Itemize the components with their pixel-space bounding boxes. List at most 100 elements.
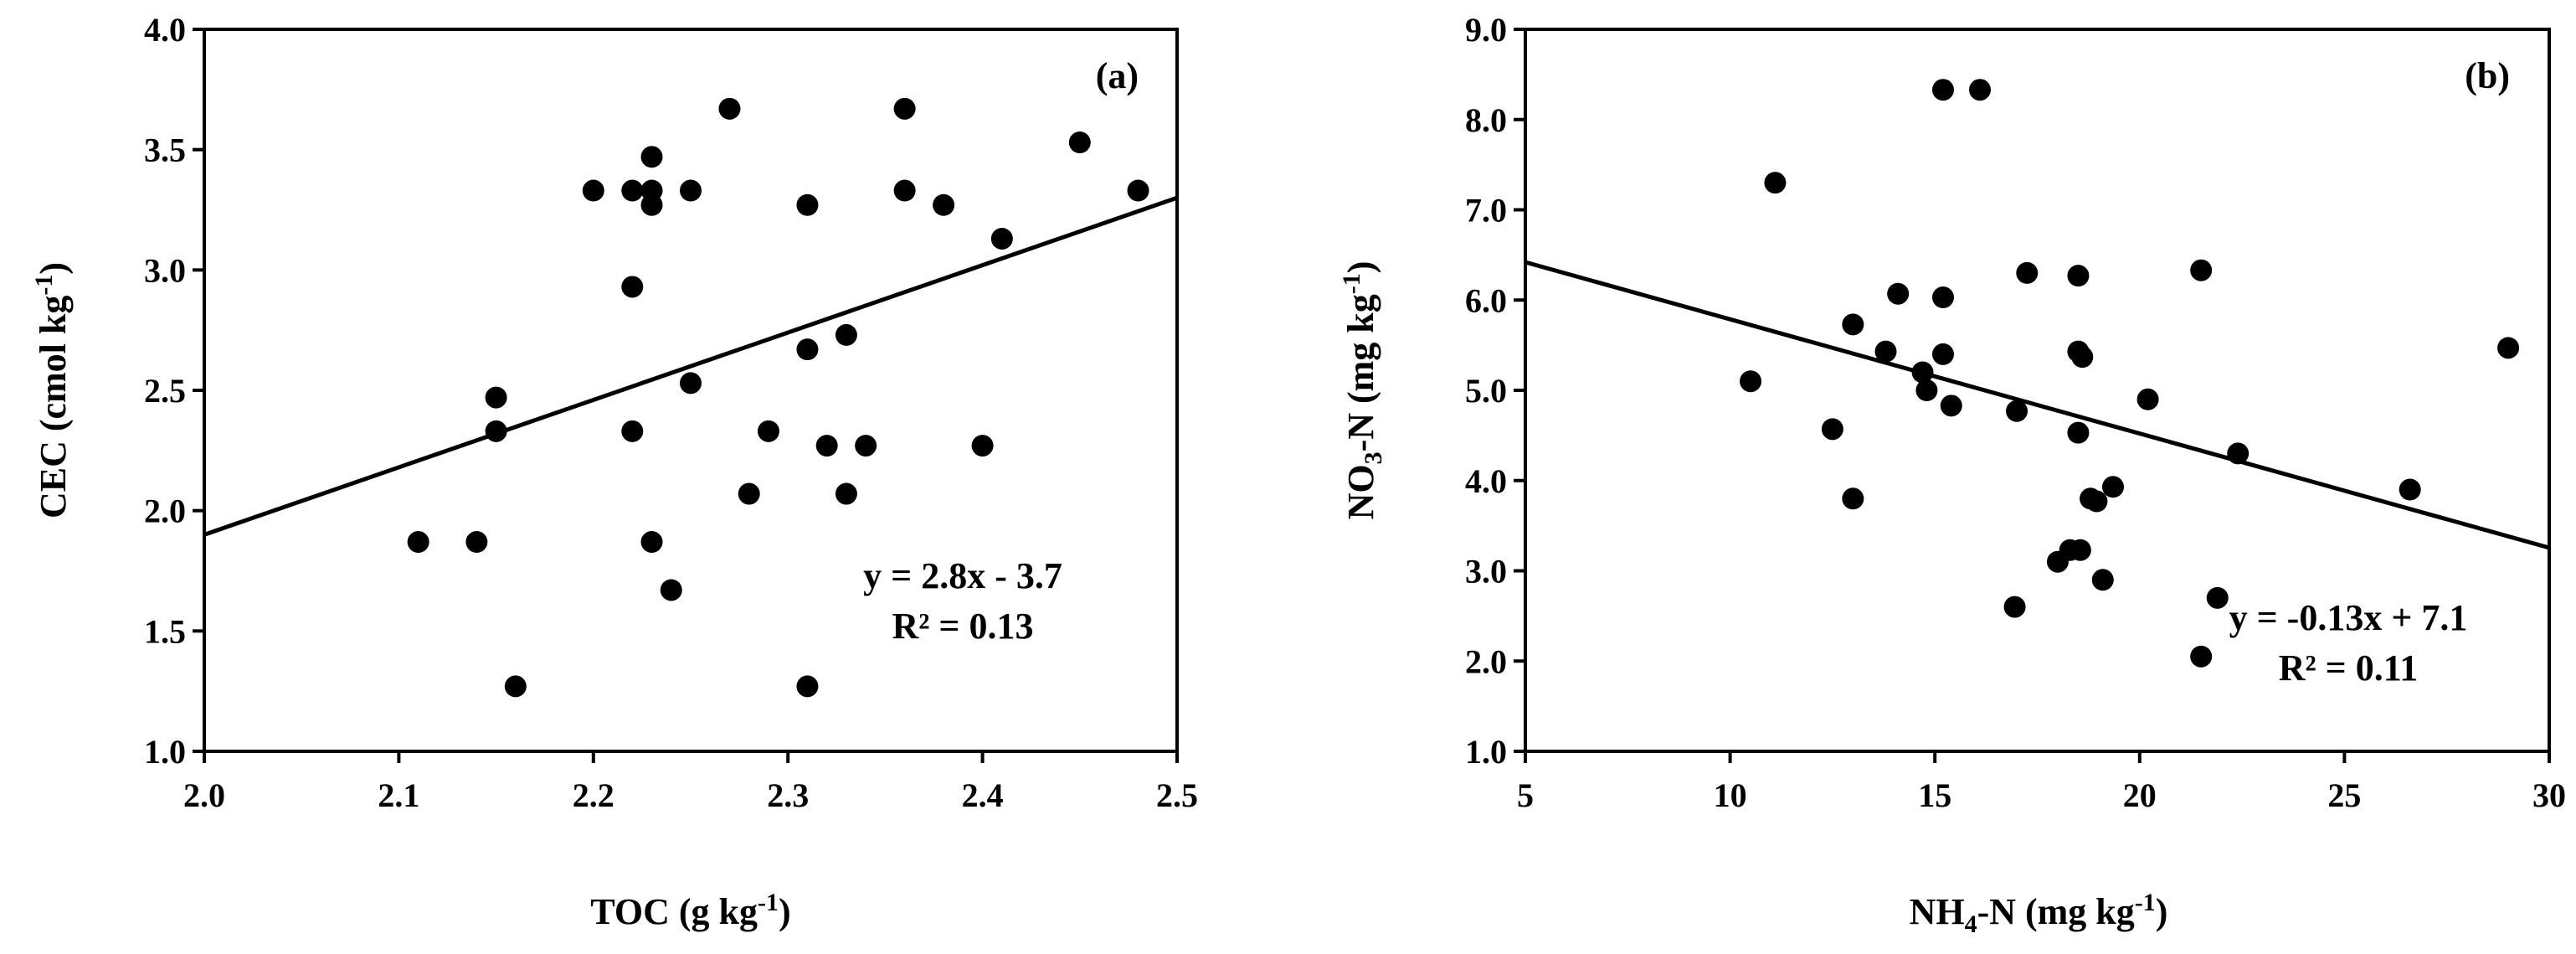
chart-b-data-point	[1931, 343, 1954, 365]
chart-b-data-point	[1821, 418, 1843, 441]
chart-b-y-tick-label: 4.0	[1465, 462, 1507, 500]
chart-a-y-axis-label-close: )	[33, 262, 74, 275]
chart-a-data-point	[933, 193, 955, 216]
chart-b-y-axis-label-main: NO	[1340, 464, 1381, 519]
chart-b-plot-frame	[1524, 28, 2551, 753]
chart-b-x-tick-label: 10	[1714, 776, 1747, 814]
chart-a-panel-label: (a)	[1096, 55, 1139, 96]
chart-a-data-point	[893, 179, 916, 202]
chart-a-y-tick-label: 1.5	[144, 612, 186, 650]
chart-b-data-point	[1874, 340, 1897, 363]
chart-a-points	[407, 97, 1149, 698]
chart-b-panel-label: (b)	[2465, 55, 2510, 96]
chart-b-r-squared: R² = 0.11	[2279, 647, 2419, 688]
chart-a-x-axis-label-sup: -1	[758, 889, 779, 916]
chart-b-points	[1740, 79, 2520, 668]
chart-b-data-point	[1842, 487, 1864, 510]
chart-b-data-point	[1740, 370, 1762, 393]
chart-a-data-point	[718, 97, 741, 120]
chart-b-data-point	[2136, 388, 2159, 410]
chart-b-data-point	[2071, 346, 2094, 369]
chart-a-equation: y = 2.8x - 3.7	[863, 555, 1062, 596]
chart-b-y-tick-label: 6.0	[1465, 281, 1507, 319]
chart-b-y-axis-label-rest: -N (mg kg	[1340, 294, 1381, 451]
chart-b-y-tick-label: 7.0	[1465, 192, 1507, 229]
chart-b-data-point	[1764, 172, 1787, 194]
chart-b-y-axis-label-sup: -1	[1338, 273, 1365, 294]
chart-a-data-point	[640, 146, 663, 168]
chart-b-data-point	[2497, 337, 2520, 359]
chart-a-trendline-group	[203, 195, 1178, 537]
chart-a-r-squared: R² = 0.13	[892, 606, 1033, 647]
chart-a-data-point	[1127, 179, 1149, 202]
chart-a-y-tick-label: 3.0	[144, 251, 186, 289]
chart-a-x-tick-label: 2.1	[378, 776, 419, 814]
chart-b-y-axis-label: NO3-N (mg kg-1)	[1338, 261, 1387, 520]
chart-b-y-tick-label: 3.0	[1465, 553, 1507, 590]
chart-a-data-point	[815, 435, 838, 457]
chart-a-data-point	[621, 420, 644, 442]
chart-b-x-axis-label-sub: 4	[1965, 910, 1977, 938]
chart-a-data-point	[893, 97, 916, 120]
chart-a-data-point	[660, 579, 682, 601]
chart-b-y-tick-label: 5.0	[1465, 372, 1507, 410]
chart-b-data-point	[2190, 645, 2213, 668]
chart-b-data-point	[2206, 586, 2229, 609]
chart-b-y-tick-label: 2.0	[1465, 642, 1507, 680]
chart-b-data-point	[2190, 259, 2213, 281]
chart-b-data-point	[1931, 286, 1954, 309]
chart-a-data-point	[757, 420, 779, 442]
chart-a-data-point	[640, 531, 663, 554]
chart-b-data-point	[1931, 79, 1954, 101]
chart-a-data-point	[680, 372, 702, 394]
chart-b-y-tick-label: 8.0	[1465, 101, 1507, 139]
chart-b-x-tick-label: 25	[2327, 776, 2361, 814]
chart-b-data-point	[1969, 79, 1992, 101]
chart-b-x-tick-label: 5	[1517, 776, 1534, 814]
chart-a-x-tick-label: 2.3	[767, 776, 809, 814]
chart-b-data-point	[2227, 442, 2250, 465]
chart-b-data-point	[2091, 569, 2114, 591]
chart-b-trendline-group	[1525, 260, 2550, 550]
chart-b-data-point	[2085, 490, 2108, 513]
chart-a-y-axis-label: CEC (cmol kg-1)	[30, 262, 74, 518]
chart-a-x-tick-label: 2.4	[962, 776, 1004, 814]
chart-a-data-point	[1068, 131, 1091, 154]
chart-b-data-point	[2399, 478, 2421, 501]
chart-b-x-axis-label-sup: -1	[2135, 889, 2156, 916]
chart-a-data-point	[971, 435, 994, 457]
chart-a-data-point	[796, 193, 819, 216]
chart-b-data-point	[2067, 421, 2090, 444]
chart-b: 1.02.03.04.05.06.07.08.09.0 5 10 15 20 25 30 …	[1338, 11, 2566, 938]
chart-b-y-axis-label-sub: 3	[1360, 451, 1387, 464]
chart-a-y-tick-label: 1.0	[144, 733, 186, 771]
chart-a-y-axis-label-main: CEC (cmol kg	[33, 296, 74, 518]
chart-b-y-tick-label: 9.0	[1465, 11, 1507, 49]
chart-a-data-point	[990, 227, 1013, 250]
chart-a-y-tick-label: 4.0	[144, 11, 186, 49]
chart-b-data-point	[1842, 313, 1864, 336]
chart-b-data-point	[1887, 282, 1910, 305]
chart-a-data-point	[796, 675, 819, 698]
chart-a-data-point	[485, 420, 507, 442]
chart-b-x-tick-label: 30	[2532, 776, 2566, 814]
chart-a-y-tick-label: 3.5	[144, 131, 186, 169]
chart-a-y-tick-label: 2.5	[144, 372, 186, 410]
chart-a-data-point	[621, 179, 644, 202]
chart-b-data-point	[2102, 476, 2125, 498]
chart-b-x-tick-label: 20	[2123, 776, 2157, 814]
chart-b-data-point	[1940, 394, 1962, 417]
chart-a-data-point	[738, 482, 760, 505]
chart-a-trendline	[203, 195, 1178, 537]
chart-a-data-point	[582, 179, 604, 202]
chart-a-data-point	[835, 323, 857, 346]
chart-a-x-tick-label: 2.2	[573, 776, 614, 814]
chart-a-data-point	[485, 386, 507, 409]
chart-b-y-axis-label-close: )	[1340, 261, 1381, 274]
chart-a: 1.0 1.5 2.0 2.5 3.0 3.5 4.0 2.0 2.1 2.2 2.3 2.4 2.5…	[30, 11, 1198, 932]
chart-b-x-tick-label: 15	[1918, 776, 1951, 814]
chart-b-data-point	[2006, 400, 2028, 422]
chart-a-data-point	[640, 193, 663, 216]
chart-a-x-tick-label: 2.0	[183, 776, 225, 814]
chart-b-data-point	[1915, 379, 1938, 401]
